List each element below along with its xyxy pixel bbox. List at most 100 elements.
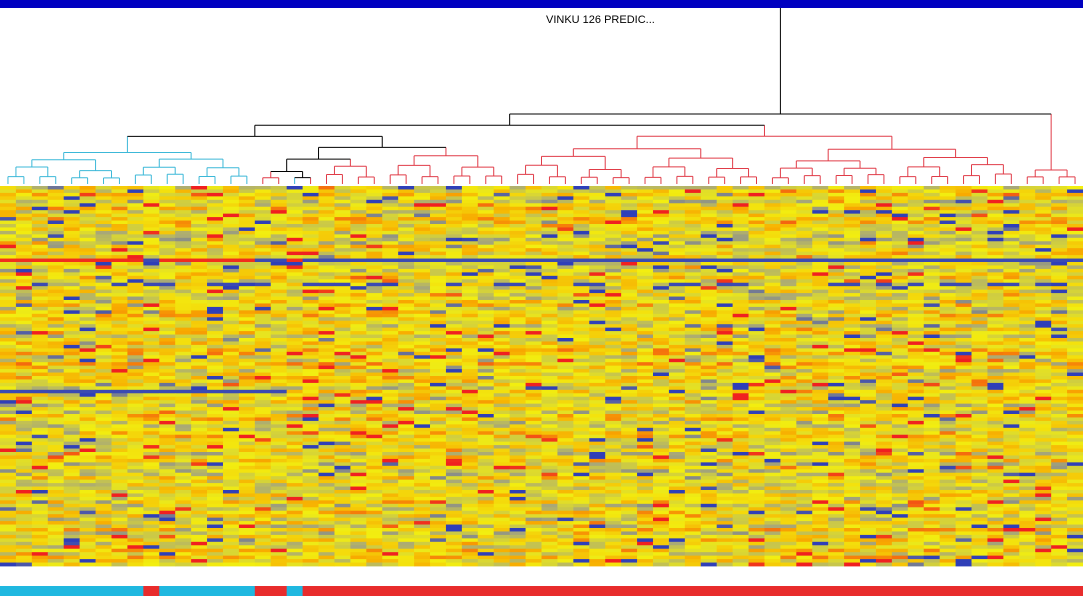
heatmap-cell — [860, 369, 877, 373]
heatmap-cell — [445, 420, 463, 425]
heatmap-cell — [127, 379, 144, 384]
heatmap-cell — [318, 407, 335, 411]
heatmap-cell — [493, 244, 511, 249]
heatmap-cell — [652, 258, 670, 263]
heatmap-cell — [780, 348, 797, 353]
heatmap-cell — [318, 376, 335, 380]
heatmap-cell — [1019, 189, 1036, 194]
heatmap-cell — [637, 224, 654, 228]
heatmap-cell — [891, 227, 909, 232]
heatmap-cell — [414, 296, 431, 301]
heatmap-cell — [63, 220, 81, 225]
heatmap-cell — [1051, 265, 1068, 270]
heatmap-cell — [254, 403, 272, 408]
heatmap-cell — [955, 341, 972, 346]
heatmap-cell — [716, 206, 734, 211]
heatmap-cell — [254, 331, 272, 335]
heatmap-cell — [63, 192, 81, 197]
heatmap-cell — [302, 400, 319, 405]
heatmap-cell — [907, 258, 925, 263]
heatmap-cell — [780, 420, 797, 425]
heatmap-cell — [844, 262, 861, 266]
heatmap-cell — [334, 230, 351, 235]
heatmap-cell — [557, 396, 574, 401]
heatmap-cell — [637, 300, 654, 304]
heatmap-cell — [175, 286, 192, 291]
heatmap-cell — [191, 272, 208, 277]
heatmap-cell — [493, 427, 511, 432]
heatmap-cell — [95, 293, 112, 297]
heatmap-cell — [637, 417, 654, 422]
heatmap-cell — [796, 358, 813, 363]
heatmap-cell — [875, 255, 893, 259]
heatmap-cell — [812, 382, 829, 387]
heatmap-cell — [0, 324, 17, 329]
heatmap-cell — [780, 230, 797, 235]
heatmap-cell — [891, 220, 909, 225]
heatmap-cell — [939, 320, 956, 325]
heatmap-cell — [95, 386, 112, 391]
heatmap-cell — [828, 341, 845, 346]
heatmap-cell — [366, 220, 383, 225]
heatmap-cell — [844, 351, 861, 356]
heatmap-cell — [589, 420, 606, 425]
heatmap-cell — [796, 230, 813, 235]
heatmap-cell — [541, 258, 558, 263]
heatmap-cell — [127, 334, 144, 339]
heatmap-cell — [127, 293, 144, 297]
heatmap-cell — [509, 251, 526, 256]
heatmap-cell — [207, 351, 224, 356]
heatmap-cell — [318, 372, 335, 377]
heatmap-cell — [509, 424, 526, 429]
heatmap-cell — [700, 265, 718, 270]
heatmap-cell — [796, 199, 813, 204]
heatmap-cell — [270, 310, 288, 315]
heatmap-cell — [430, 348, 447, 353]
heatmap-cell — [557, 382, 574, 387]
heatmap-cell — [350, 393, 367, 398]
heatmap-cell — [445, 237, 463, 242]
heatmap-cell — [780, 324, 797, 329]
heatmap-cell — [318, 230, 335, 235]
heatmap-cell — [668, 286, 686, 291]
heatmap-cell — [0, 265, 17, 270]
heatmap-cell — [79, 407, 96, 411]
heatmap-cell — [732, 268, 749, 273]
heatmap-cell — [780, 313, 797, 318]
heatmap-cell — [1003, 279, 1020, 284]
heatmap-cell — [1067, 410, 1083, 415]
heatmap-cell — [366, 424, 383, 429]
heatmap-cell — [222, 358, 240, 363]
heatmap-cell — [652, 306, 670, 311]
heatmap-cell — [748, 262, 765, 266]
heatmap-cell — [461, 386, 479, 391]
heatmap-cell — [175, 348, 192, 353]
heatmap-cell — [716, 320, 734, 325]
heatmap-cell — [987, 324, 1004, 329]
heatmap-cell — [844, 362, 861, 367]
heatmap-cell — [637, 386, 654, 391]
heatmap-cell — [987, 275, 1004, 280]
heatmap-cell — [684, 341, 702, 346]
heatmap-cell — [15, 282, 33, 287]
heatmap-cell — [493, 289, 511, 294]
heatmap-cell — [860, 420, 877, 425]
heatmap-cell — [318, 255, 335, 259]
heatmap-cell — [621, 414, 638, 418]
heatmap-cell — [987, 186, 1004, 190]
heatmap-cell — [891, 248, 909, 253]
heatmap-cell — [923, 217, 941, 221]
heatmap-cell — [987, 258, 1004, 263]
heatmap-cell — [461, 286, 479, 291]
heatmap-cell — [860, 224, 877, 228]
heatmap-cell — [955, 265, 972, 270]
heatmap-cell — [238, 268, 256, 273]
heatmap-cell — [652, 365, 670, 370]
heatmap-cell — [605, 244, 622, 249]
heatmap-cell — [493, 365, 511, 370]
heatmap-cell — [955, 186, 972, 190]
heatmap-cell — [557, 358, 574, 363]
heatmap-cell — [461, 220, 479, 225]
heatmap-cell — [875, 286, 893, 291]
heatmap-cell — [47, 320, 65, 325]
